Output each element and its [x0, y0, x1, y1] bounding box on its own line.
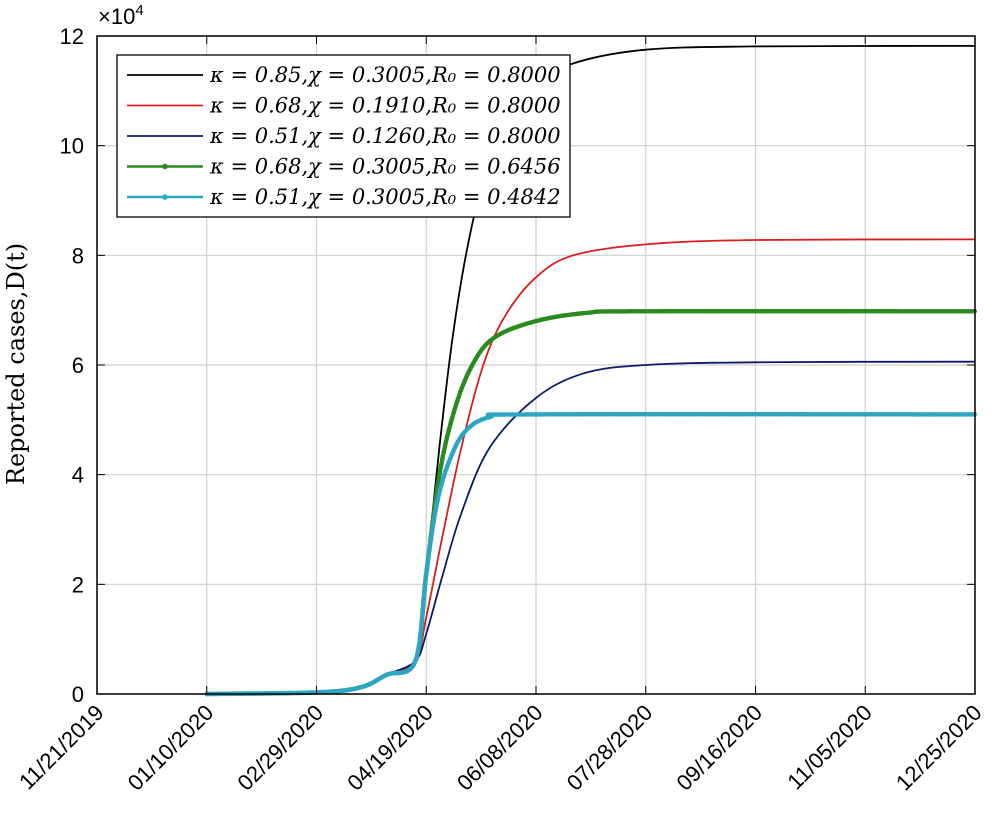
series-line-4 [206, 309, 976, 696]
y-tick-labels: 0 2 4 6 8 10 12 [60, 24, 84, 707]
x-tick-label: 06/08/2020 [452, 700, 548, 796]
y-axis-label: Reported cases,D(t) [2, 243, 30, 485]
x-tick-label: 07/28/2020 [562, 700, 658, 796]
series-markers-4 [204, 308, 977, 697]
x-tick-label: 04/19/2020 [342, 700, 438, 796]
y-tick-label: 8 [72, 243, 84, 268]
legend-label-3: κ = 0.51,χ = 0.1260,R₀ = 0.8000 [209, 124, 561, 148]
y-tick-label: 12 [60, 24, 84, 49]
series-line-3 [206, 360, 976, 695]
y-tick-label: 2 [72, 572, 84, 597]
x-tick-label: 02/29/2020 [232, 700, 328, 796]
x-tick-label: 12/25/2020 [891, 700, 987, 796]
legend-label-5: κ = 0.51,χ = 0.3005,R₀ = 0.4842 [209, 185, 561, 209]
y-multiplier: ×104 [98, 2, 144, 29]
legend-label-1: κ = 0.85,χ = 0.3005,R₀ = 0.8000 [209, 63, 561, 87]
x-tick-label: 11/21/2019 [14, 700, 108, 794]
series-line-5 [206, 412, 976, 696]
y-tick-label: 6 [72, 353, 84, 378]
series-markers-5 [204, 411, 977, 697]
legend-marker-4 [162, 163, 168, 170]
series-line-2 [206, 238, 976, 695]
x-tick-label: 11/05/2020 [782, 700, 876, 794]
legend: κ = 0.85,χ = 0.3005,R₀ = 0.8000 κ = 0.68,… [116, 54, 571, 218]
x-tick-label: 01/10/2020 [123, 700, 219, 796]
y-tick-label: 10 [60, 134, 84, 159]
legend-label-4: κ = 0.68,χ = 0.3005,R₀ = 0.6456 [209, 155, 561, 179]
y-tick-label: 4 [72, 463, 84, 488]
axis-ticks [96, 35, 976, 695]
legend-marker-5 [162, 194, 168, 200]
x-tick-labels: 11/21/2019 01/10/2020 02/29/2020 04/19/2020… [14, 700, 986, 796]
legend-label-2: κ = 0.68,χ = 0.1910,R₀ = 0.8000 [209, 94, 561, 118]
y-tick-label: 0 [72, 682, 84, 707]
series-lines [204, 45, 977, 697]
x-tick-label: 09/16/2020 [671, 700, 767, 796]
